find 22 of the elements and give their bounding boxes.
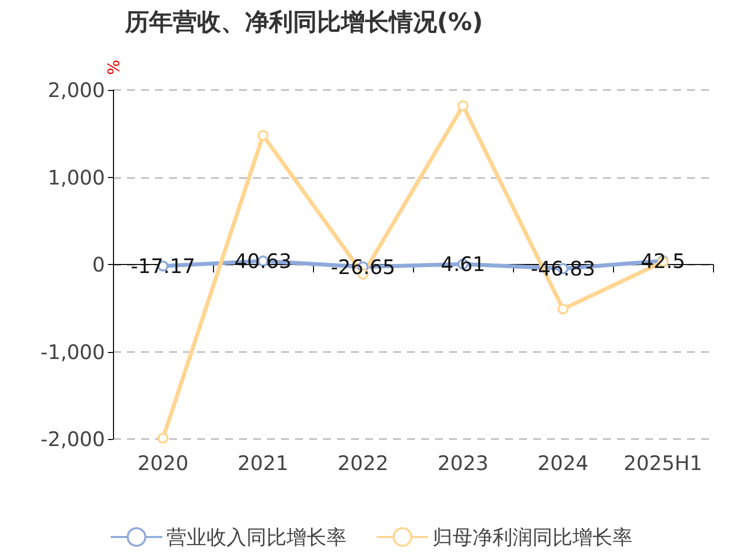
y-tick-label: -2,000	[40, 427, 105, 451]
data-label: -17.17	[130, 254, 196, 278]
data-label: 4.61	[440, 252, 486, 276]
x-tick-label: 2022	[338, 451, 388, 475]
point	[158, 432, 168, 444]
point	[558, 304, 568, 314]
data-label: -26.65	[330, 254, 396, 279]
y-axis-title: %	[104, 60, 122, 75]
x-tick-label: 2025H1	[624, 451, 702, 475]
x-tick-label: 2021	[238, 451, 288, 475]
x-tick-label: 2020	[138, 451, 188, 475]
legend-label: 营业收入同比增长率	[166, 525, 346, 549]
x-tick-label: 2023	[438, 451, 488, 475]
y-tick-label: 1,000	[48, 165, 105, 190]
point	[458, 100, 468, 112]
legend-label: 归母净利润同比增长率	[432, 525, 632, 549]
chart-title: 历年营收、净利同比增长情况(%)	[124, 8, 483, 36]
point	[258, 130, 268, 141]
y-tick-label: 2,000	[48, 78, 105, 102]
y-tick-label: -1,000	[40, 340, 105, 364]
x-tick-label: 2024	[538, 451, 588, 475]
y-tick-label: 0	[92, 252, 105, 276]
